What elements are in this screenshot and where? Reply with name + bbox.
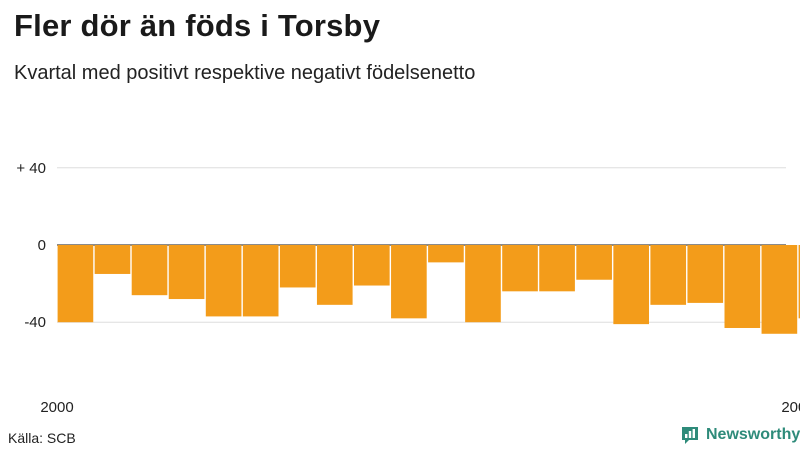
- chart-subtitle: Kvartal med positivt respektive negativt…: [14, 62, 476, 84]
- bar: [205, 245, 242, 317]
- chart-title: Fler dör än föds i Torsby: [14, 8, 381, 43]
- bar: [650, 245, 687, 305]
- bar: [354, 245, 390, 286]
- bar: [576, 245, 612, 280]
- bar: [279, 245, 316, 288]
- x-tick-label: 2005: [781, 399, 800, 416]
- bar: [391, 245, 427, 319]
- y-tick-label: -40: [24, 314, 46, 331]
- source-note: Källa: SCB: [8, 430, 76, 446]
- brand-logo: Newsworthy: [680, 425, 800, 445]
- ticks-layer: + 400-4020002005201020152020: [16, 160, 800, 416]
- bar-chart: + 400-4020002005201020152020: [16, 160, 800, 416]
- bar: [502, 245, 538, 292]
- bar: [316, 245, 353, 305]
- x-tick-label: 2000: [40, 399, 73, 416]
- bar: [761, 245, 798, 334]
- bar: [465, 245, 501, 323]
- bars-layer: [57, 245, 800, 334]
- bar: [798, 245, 800, 319]
- bar: [94, 245, 131, 274]
- newsworthy-logo-icon: [682, 427, 698, 444]
- bar: [539, 245, 575, 292]
- bar: [131, 245, 168, 296]
- bar: [687, 245, 724, 303]
- bar: [724, 245, 761, 328]
- bar: [242, 245, 279, 317]
- bar: [168, 245, 205, 300]
- bar: [613, 245, 649, 325]
- bar: [57, 245, 94, 323]
- brand-name: Newsworthy: [706, 426, 800, 443]
- y-tick-label: 0: [38, 237, 46, 254]
- y-tick-label: + 40: [16, 160, 46, 177]
- bar: [428, 245, 464, 263]
